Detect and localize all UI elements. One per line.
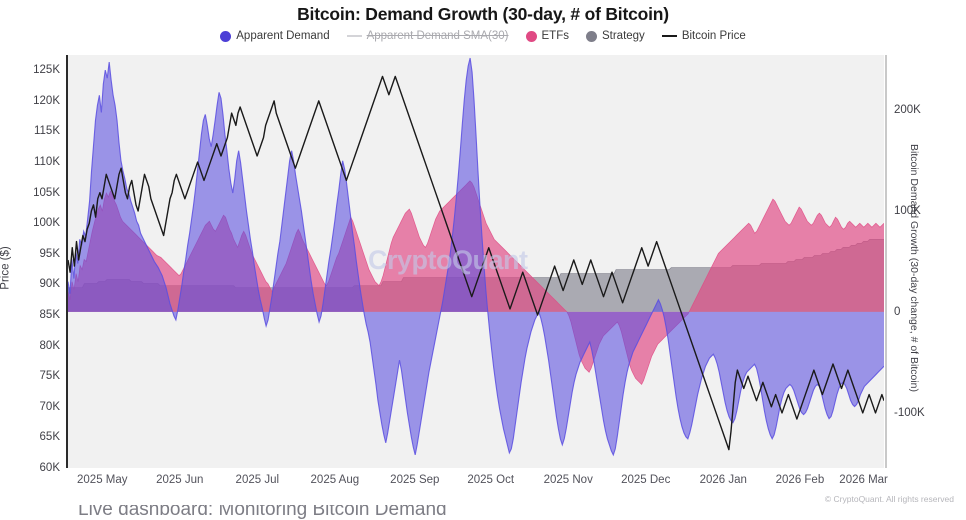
- y-axis-left-tick: 85K: [39, 309, 60, 322]
- legend-item-apparent-demand[interactable]: Apparent Demand: [220, 30, 330, 42]
- series-outline-apparent-demand: [68, 57, 884, 457]
- series-area-apparent-demand: [68, 58, 884, 455]
- y-axis-left-tick: 70K: [39, 400, 60, 413]
- x-axis-tick: 2025 Jun: [156, 474, 204, 486]
- y-axis-right-label: Bitcoin Demand Growth (30-day change, # …: [908, 143, 921, 393]
- legend-item-label: Apparent Demand: [236, 30, 330, 42]
- legend-item-label: Apparent Demand SMA(30): [366, 30, 509, 42]
- x-axis-tick: 2026 Jan: [699, 474, 747, 486]
- x-axis-tick: 2025 Sep: [390, 474, 440, 486]
- x-axis-tick: 2025 Nov: [543, 474, 593, 486]
- series-line-bitcoin-price: [68, 75, 884, 451]
- y-axis-left-tick: 80K: [39, 339, 60, 352]
- x-axis-tick: 2025 Dec: [621, 474, 671, 486]
- chart-legend: Apparent Demand Apparent Demand SMA(30) ET…: [0, 30, 966, 42]
- page-title: Bitcoin: Demand Growth (30-day, # of Bit…: [297, 4, 669, 24]
- y-axis-right-tick: 0: [894, 305, 901, 318]
- legend-item-apparent-demand-sma-30[interactable]: Apparent Demand SMA(30): [346, 30, 509, 42]
- legend-item-label: Strategy: [601, 30, 645, 42]
- legend-dot-icon: [585, 30, 597, 42]
- y-axis-right-line: [885, 55, 887, 468]
- dashboard-caption: Live dashboard: Monitoring Bitcoin Deman…: [78, 505, 447, 520]
- y-axis-left-label: Price ($): [0, 246, 12, 290]
- y-axis-left-tick: 60K: [39, 462, 60, 474]
- legend-item-strategy[interactable]: Strategy: [585, 30, 645, 42]
- copyright-notice: © CryptoQuant. All rights reserved: [824, 494, 954, 504]
- x-axis-tick: 2026 Mar: [839, 474, 888, 486]
- y-axis-left-tick: 95K: [39, 247, 60, 260]
- y-axis-right-tick: 100K: [894, 205, 921, 218]
- legend-item-label: ETFs: [541, 30, 569, 42]
- y-axis-left-tick: 105K: [33, 186, 60, 199]
- legend-item-etfs[interactable]: ETFs: [525, 30, 569, 42]
- y-axis-left-tick: 125K: [33, 64, 60, 77]
- legend-line-icon: [661, 35, 677, 37]
- legend-item-label: Bitcoin Price: [681, 30, 746, 42]
- y-axis-left-tick: 110K: [33, 156, 60, 169]
- y-axis-left-tick: 120K: [33, 94, 60, 107]
- x-axis-tick: 2025 Jul: [235, 474, 280, 486]
- chart-canvas: [68, 57, 884, 457]
- x-axis-tick: 2026 Feb: [775, 474, 825, 486]
- y-axis-left-tick: 65K: [39, 431, 60, 444]
- y-axis-right-tick: 200K: [894, 104, 921, 117]
- legend-item-bitcoin-price[interactable]: Bitcoin Price: [661, 30, 746, 42]
- y-axis-left-tick: 115K: [33, 125, 60, 138]
- legend-dot-icon: [525, 30, 537, 42]
- legend-line-icon: [346, 35, 362, 37]
- plot-area: [68, 55, 884, 468]
- x-axis-tick: 2025 Aug: [310, 474, 360, 486]
- x-axis-tick: 2025 Oct: [467, 474, 515, 486]
- y-axis-left-tick: 90K: [39, 278, 60, 291]
- x-axis-tick: 2025 May: [77, 474, 128, 486]
- y-axis-right-tick: -100K: [894, 406, 925, 419]
- legend-dot-icon: [220, 30, 232, 42]
- caption-clip: Live dashboard: Monitoring Bitcoin Deman…: [78, 505, 538, 520]
- y-axis-left-line: [66, 55, 68, 468]
- y-axis-left-tick: 100K: [33, 217, 60, 230]
- y-axis-left-tick: 75K: [39, 370, 60, 383]
